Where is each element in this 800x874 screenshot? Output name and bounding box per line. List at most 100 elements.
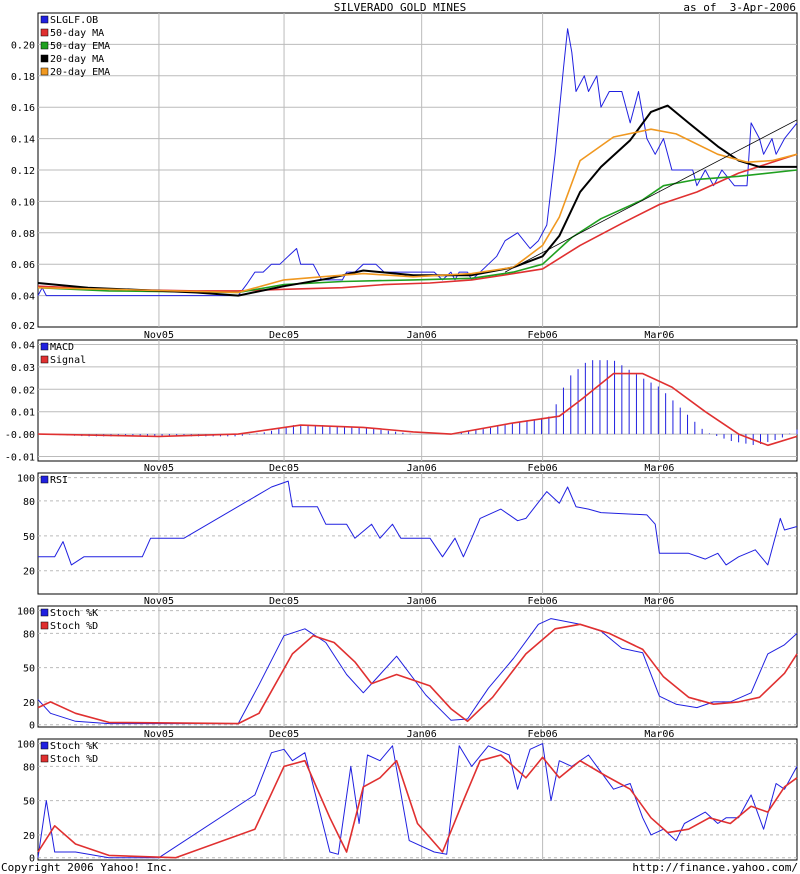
legend-swatch — [40, 754, 49, 763]
x-tick-label-nov05-2: Nov05 — [144, 596, 174, 607]
legend-swatch — [40, 608, 49, 617]
legend-swatch — [40, 355, 49, 364]
series-line-rsi — [38, 480, 798, 566]
series-line-signal — [37, 372, 798, 447]
y-tick-label: 80 — [23, 629, 35, 640]
legend-swatch — [40, 67, 49, 76]
series-line-slglf-ob — [37, 28, 798, 297]
copyright-text: Copyright 2006 Yahoo! Inc. — [1, 861, 174, 874]
legend-swatch — [40, 15, 49, 24]
y-tick-label: 0.08 — [11, 229, 35, 240]
y-tick-label: 0.06 — [11, 260, 35, 271]
y-tick-label: 20 — [23, 567, 35, 578]
series-line-stoch-d — [37, 623, 798, 725]
x-tick-label-feb06-3: Feb06 — [528, 729, 558, 740]
legend-swatch — [40, 621, 49, 630]
y-tick-label: 0 — [29, 721, 35, 732]
y-tick-label: 0.01 — [11, 408, 35, 419]
legend-swatch — [40, 741, 49, 750]
legend-label: Stoch %K — [50, 741, 98, 752]
x-tick-label-feb06-1: Feb06 — [528, 463, 558, 474]
y-tick-label: 0.18 — [11, 72, 35, 83]
x-tick-label-dec05-2: Dec05 — [269, 596, 299, 607]
legend-label: 50-day EMA — [50, 41, 110, 52]
x-tick-label-nov05-1: Nov05 — [144, 463, 174, 474]
panel-frame — [37, 339, 798, 462]
y-tick-label: 100 — [17, 607, 35, 618]
y-tick-label: 0.02 — [11, 321, 35, 332]
x-tick-label-jan06-3: Jan06 — [407, 729, 437, 740]
series-line-stoch-k — [37, 618, 798, 725]
x-tick-label-nov05-3: Nov05 — [144, 729, 174, 740]
legend-label: 20-day EMA — [50, 67, 110, 78]
trend-line — [504, 119, 798, 273]
y-tick-label: 0 — [29, 854, 35, 865]
y-tick-label: 80 — [23, 762, 35, 773]
x-tick-label-mar06-0: Mar06 — [644, 330, 674, 341]
series-line-50-day-ema — [37, 169, 798, 294]
legend-label: Stoch %D — [50, 754, 98, 765]
legend-swatch — [40, 41, 49, 50]
panel-3: 20 50 80 100 RSI — [17, 472, 798, 595]
as-of-date: as of 3-Apr-2006 — [683, 1, 796, 14]
legend-label: 50-day MA — [50, 28, 104, 39]
x-tick-label-dec05-1: Dec05 — [269, 463, 299, 474]
x-tick-label-nov05-0: Nov05 — [144, 330, 174, 341]
panel-frame — [37, 472, 798, 595]
legend-swatch — [40, 54, 49, 63]
panel-frame — [37, 738, 798, 861]
y-tick-label: 0.10 — [11, 197, 35, 208]
x-tick-label-feb06-2: Feb06 — [528, 596, 558, 607]
x-tick-label-dec05-0: Dec05 — [269, 330, 299, 341]
x-tick-label-mar06-1: Mar06 — [644, 463, 674, 474]
y-tick-label: 0.20 — [11, 40, 35, 51]
y-tick-label: -0.00 — [5, 430, 35, 441]
y-tick-label: 0.04 — [11, 340, 35, 351]
y-tick-label: 20 — [23, 831, 35, 842]
series-line-20-day-ema — [37, 128, 798, 294]
y-tick-label: 0.02 — [11, 385, 35, 396]
x-tick-label-jan06-0: Jan06 — [407, 330, 437, 341]
x-tick-label-mar06-2: Mar06 — [644, 596, 674, 607]
y-tick-label: 100 — [17, 740, 35, 751]
panel-4: 0 20 50 80 100 Stoch %K Stoch %D — [17, 605, 798, 732]
y-tick-label: 20 — [23, 698, 35, 709]
legend-label: RSI — [50, 475, 68, 486]
y-tick-label: 100 — [17, 474, 35, 485]
y-tick-label: 0.14 — [11, 135, 35, 146]
x-tick-label-dec05-3: Dec05 — [269, 729, 299, 740]
legend-swatch — [40, 28, 49, 37]
chart-title: SILVERADO GOLD MINES — [333, 1, 467, 14]
series-line-20-day-ma — [37, 104, 797, 297]
x-tick-label-feb06-0: Feb06 — [528, 330, 558, 341]
y-tick-label: 0.03 — [11, 363, 35, 374]
y-tick-label: 50 — [23, 797, 35, 808]
legend-label: 20-day MA — [50, 54, 104, 65]
legend-label: MACD — [50, 342, 74, 353]
y-tick-label: 0.04 — [11, 292, 35, 303]
source-url-link[interactable]: http://finance.yahoo.com/ — [632, 861, 798, 874]
legend-label: Signal — [50, 355, 86, 366]
legend-swatch — [40, 342, 49, 351]
series-line-50-day-ma — [37, 153, 798, 292]
legend-label: Stoch %K — [50, 608, 98, 619]
y-tick-label: 0.16 — [11, 103, 35, 114]
legend-swatch — [40, 475, 49, 484]
y-tick-label: 50 — [23, 532, 35, 543]
series-line-stoch-k — [37, 743, 798, 859]
y-tick-label: 50 — [23, 664, 35, 675]
panel-1: 0.02 0.04 0.06 0.08 0.10 0.12 0.14 0.16 0.18 0.20… — [11, 12, 798, 332]
y-tick-label: -0.01 — [5, 453, 35, 464]
legend-label: SLGLF.OB — [50, 15, 98, 26]
x-tick-label-mar06-3: Mar06 — [644, 729, 674, 740]
legend-label: Stoch %D — [50, 621, 98, 632]
y-tick-label: 80 — [23, 497, 35, 508]
x-tick-label-jan06-1: Jan06 — [407, 463, 437, 474]
series-line-stoch-d — [37, 754, 798, 859]
x-tick-label-jan06-2: Jan06 — [407, 596, 437, 607]
panel-2: -0.01 -0.00 0.01 0.02 0.03 0.04 MACD Signal — [5, 339, 798, 464]
panel-5: 0 20 50 80 100 Stoch %K Stoch %D — [17, 738, 798, 865]
panel-frame — [37, 605, 798, 728]
